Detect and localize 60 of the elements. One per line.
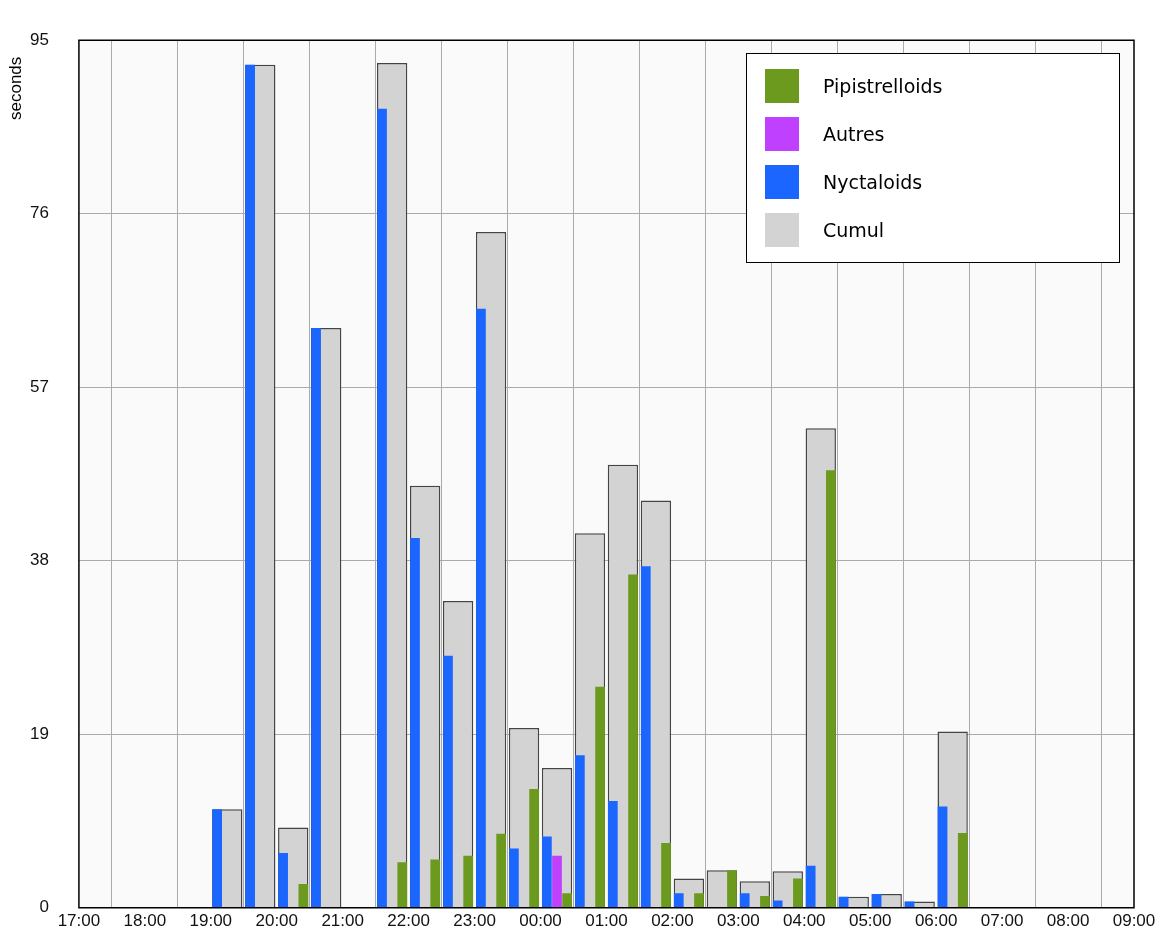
y-axis-title: seconds xyxy=(6,56,26,120)
bar xyxy=(937,806,948,908)
x-tick-label: 02:00 xyxy=(651,910,694,930)
bar xyxy=(957,832,968,908)
bar xyxy=(628,574,638,908)
bar xyxy=(542,836,552,908)
bar xyxy=(430,859,441,908)
x-tick-label: 23:00 xyxy=(453,910,496,930)
bar xyxy=(562,893,572,908)
x-tick-label: 20:00 xyxy=(255,910,299,930)
y-tick-label: 57 xyxy=(29,376,49,396)
bar xyxy=(805,865,816,908)
x-tick-label: 00:00 xyxy=(519,910,562,930)
bar xyxy=(607,800,618,908)
bar xyxy=(509,848,519,908)
legend-label: Pipistrelloids xyxy=(823,75,943,98)
bar xyxy=(661,842,671,908)
bar xyxy=(694,893,704,908)
y-tick-label: 0 xyxy=(39,897,49,917)
bar xyxy=(476,308,486,908)
x-tick-label: 07:00 xyxy=(980,910,1024,930)
x-tick-label: 03:00 xyxy=(717,910,760,930)
x-tick-label: 06:00 xyxy=(914,910,958,930)
bar xyxy=(529,789,539,908)
bar xyxy=(904,901,915,908)
legend-label: Cumul xyxy=(823,219,885,242)
y-tick-label: 38 xyxy=(29,550,49,570)
bar xyxy=(443,655,453,908)
bar xyxy=(463,855,474,908)
legend-label: Autres xyxy=(823,123,885,146)
x-tick-label: 18:00 xyxy=(123,910,167,930)
bar xyxy=(496,833,507,908)
x-tick-label: 17:00 xyxy=(57,910,101,930)
bar xyxy=(377,108,387,908)
y-tick-label: 19 xyxy=(29,723,49,743)
bar xyxy=(871,894,882,908)
bar xyxy=(760,895,770,908)
y-tick-label: 95 xyxy=(29,29,49,49)
bar xyxy=(552,855,562,908)
legend-label: Nyctaloids xyxy=(823,171,923,194)
bar xyxy=(727,870,737,908)
bar xyxy=(397,862,408,908)
x-tick-label: 08:00 xyxy=(1046,910,1090,930)
x-tick-label: 21:00 xyxy=(321,910,364,930)
bar xyxy=(673,893,684,908)
bar xyxy=(793,878,803,908)
bar xyxy=(595,686,605,908)
x-tick-label: 05:00 xyxy=(848,910,892,930)
bar xyxy=(826,470,836,908)
bar xyxy=(772,900,783,908)
bar xyxy=(739,893,750,908)
y-tick-label: 76 xyxy=(29,203,49,223)
x-tick-label: 01:00 xyxy=(585,910,628,930)
x-tick-label: 04:00 xyxy=(783,910,826,930)
x-tick-label: 09:00 xyxy=(1112,910,1156,930)
bar xyxy=(640,566,651,908)
bar xyxy=(575,755,585,908)
x-tick-label: 19:00 xyxy=(189,910,233,930)
x-tick-label: 22:00 xyxy=(387,910,430,930)
bar xyxy=(410,537,420,908)
